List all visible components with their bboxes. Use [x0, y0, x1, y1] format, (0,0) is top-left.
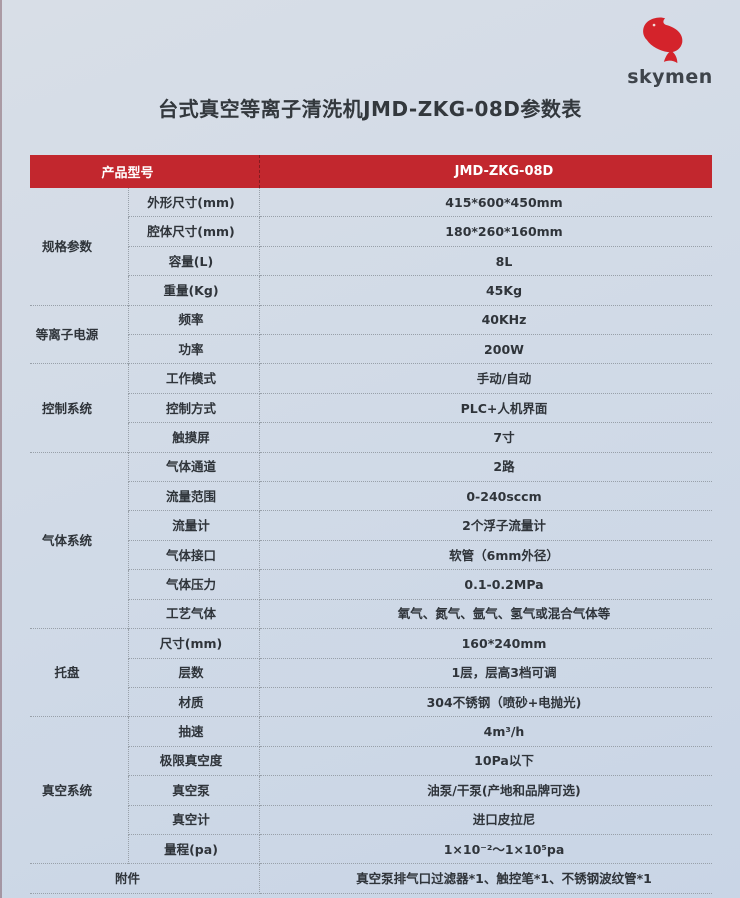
spec-label: 控制方式 [128, 393, 260, 424]
spec-value: 160*240mm [260, 629, 712, 659]
spec-value: 1×10⁻²～1×10⁵pa [260, 835, 712, 865]
spec-label: 层数 [128, 658, 260, 688]
spec-value: 进口皮拉尼 [260, 806, 712, 835]
spec-label: 容量(L) [128, 246, 260, 277]
spec-label: 真空泵 [128, 776, 260, 806]
group-cell-tray: 托盘 [30, 629, 128, 718]
accessories-label: 附件 [30, 864, 260, 894]
spec-label: 工作模式 [128, 364, 260, 394]
spec-label: 工艺气体 [128, 599, 260, 630]
spec-label: 抽速 [128, 717, 260, 747]
spec-value: PLC+人机界面 [260, 394, 712, 424]
spec-value: 304不锈钢（喷砂+电抛光) [260, 688, 712, 718]
group-cell-control-system: 控制系统 [30, 364, 128, 453]
spec-table-body: 规格参数 外形尺寸(mm) 415*600*450mm 腔体尺寸(mm) 180… [30, 188, 712, 894]
skymen-logo: skymen [620, 14, 720, 87]
spec-value: 4m³/h [260, 717, 712, 747]
header-model-value: JMD-ZKG-08D [454, 164, 554, 179]
skymen-logo-text: skymen [627, 66, 713, 88]
spec-label: 量程(pa) [128, 834, 260, 865]
group-cell-plasma-power: 等离子电源 [30, 306, 128, 365]
spec-value: 200W [260, 335, 712, 365]
spec-value: 415*600*450mm [260, 188, 712, 218]
spec-table: 产品型号 JMD-ZKG-08D 规格参数 外形尺寸(mm) 415*600*4… [30, 155, 712, 894]
spec-value: 0-240sccm [260, 482, 712, 512]
spec-label: 功率 [128, 335, 260, 365]
spec-value: 软管（6mm外径） [260, 541, 712, 571]
spec-value: 180*260*160mm [260, 217, 712, 247]
spec-label: 真空计 [128, 805, 260, 835]
spec-label: 频率 [128, 305, 260, 336]
spec-table-header-row: 产品型号 JMD-ZKG-08D [30, 155, 712, 188]
spec-label: 材质 [128, 687, 260, 718]
spec-label: 极限真空度 [128, 746, 260, 777]
accessories-value: 真空泵排气口过滤器*1、触控笔*1、不锈钢波纹管*1 [260, 864, 712, 894]
spec-label: 流量范围 [128, 482, 260, 512]
spec-value: 氧气、氮气、氩气、氢气或混合气体等 [260, 600, 712, 630]
spec-value: 8L [260, 247, 712, 277]
spec-value: 油泵/干泵(产地和品牌可选) [260, 776, 712, 806]
spec-label: 触摸屏 [128, 423, 260, 453]
page-left-edge-shade [0, 0, 2, 898]
spec-label: 尺寸(mm) [128, 629, 260, 659]
spec-label: 气体接口 [128, 540, 260, 571]
header-product-model-label: 产品型号 [30, 155, 260, 188]
group-cell-vacuum-system: 真空系统 [30, 717, 128, 865]
spec-label: 外形尺寸(mm) [128, 188, 260, 218]
spec-label: 重量(Kg) [128, 276, 260, 306]
dolphin-icon [643, 17, 683, 64]
spec-value: 2个浮子流量计 [260, 511, 712, 541]
spec-label: 气体压力 [128, 570, 260, 600]
spec-label: 流量计 [128, 511, 260, 541]
spec-label: 腔体尺寸(mm) [128, 217, 260, 247]
spec-value: 1层，层高3档可调 [260, 659, 712, 688]
spec-value: 手动/自动 [260, 364, 712, 394]
spec-label: 气体通道 [128, 452, 260, 483]
page-title: 台式真空等离子清洗机JMD-ZKG-08D参数表 [158, 97, 582, 121]
spec-value: 2路 [260, 453, 712, 483]
group-cell-specs: 规格参数 [30, 188, 128, 306]
spec-value: 10Pa以下 [260, 747, 712, 777]
spec-value: 0.1-0.2MPa [260, 570, 712, 600]
group-cell-gas-system: 气体系统 [30, 453, 128, 630]
spec-value: 40KHz [260, 306, 712, 336]
spec-value: 45Kg [260, 276, 712, 306]
spec-value: 7寸 [260, 423, 712, 453]
